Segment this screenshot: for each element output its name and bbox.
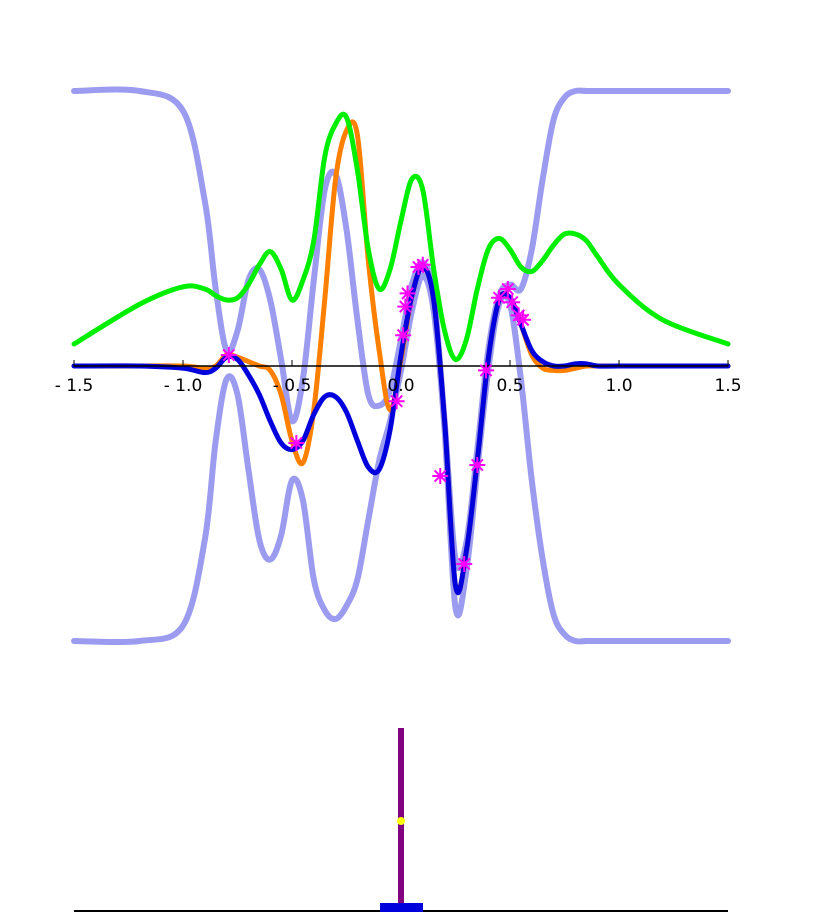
- sample-point: [288, 435, 305, 451]
- x-tick-label: - 1.5: [55, 376, 94, 396]
- sample-point: [414, 256, 431, 273]
- plot: - 1.5 - 1.0 - 0.5 0.0 0.5 1.0 1.5: [55, 86, 742, 646]
- x-tick-label: 1.5: [714, 376, 741, 396]
- x-tick-label: - 0.5: [273, 376, 312, 396]
- pole-marker: [397, 817, 405, 825]
- cart: [380, 903, 423, 912]
- cart-pole: [74, 728, 728, 912]
- sample-point: [395, 327, 412, 344]
- sample-point: [499, 281, 516, 297]
- series-line: [71, 86, 731, 571]
- sample-point: [397, 298, 414, 315]
- x-tick-label: 0.5: [496, 376, 523, 396]
- sample-point: [515, 311, 532, 328]
- sample-point: [388, 393, 405, 410]
- sample-point: [491, 289, 508, 306]
- x-tick-label: 0.0: [387, 376, 414, 396]
- sample-point: [432, 468, 449, 484]
- series-line: [71, 264, 731, 596]
- sample-point: [478, 362, 495, 379]
- sample-point: [399, 285, 416, 302]
- sample-point: [456, 556, 473, 572]
- x-tick-label: 1.0: [605, 376, 632, 396]
- sample-point: [504, 294, 521, 311]
- sample-point: [410, 259, 427, 275]
- sample-point: [220, 347, 237, 363]
- sample-point: [469, 457, 486, 473]
- x-tick-label: - 1.0: [164, 376, 203, 396]
- series-line: [71, 272, 731, 646]
- series-line: [71, 111, 731, 362]
